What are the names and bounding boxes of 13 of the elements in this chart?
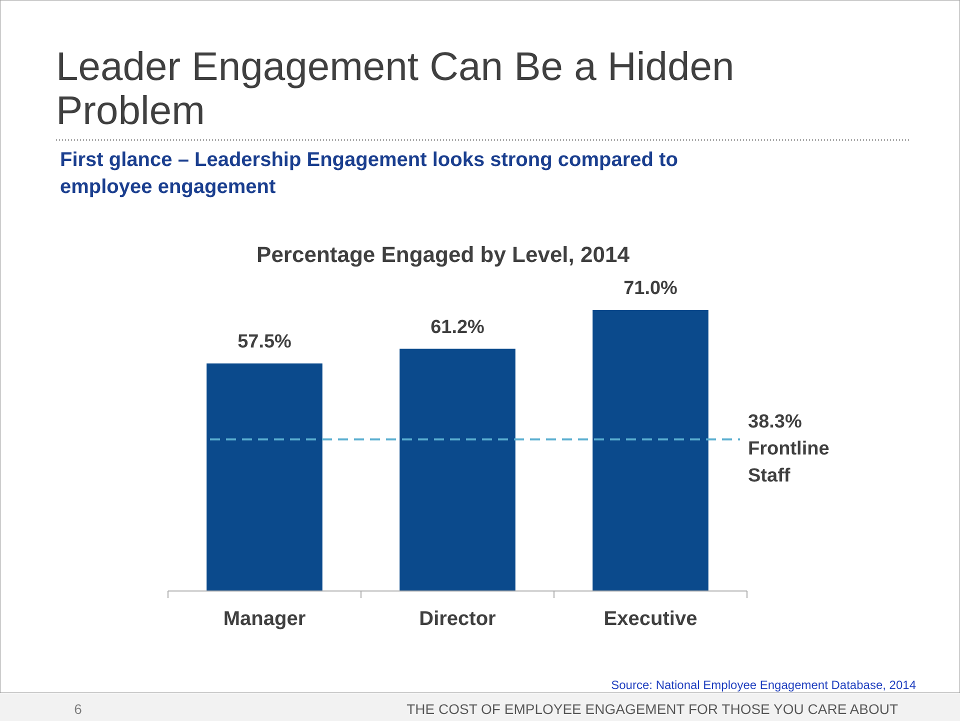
source-note: Source: National Employee Engagement Database, 2014 bbox=[611, 678, 916, 692]
x-tick-label: Manager bbox=[223, 608, 306, 630]
data-label: 61.2% bbox=[430, 316, 485, 338]
chart-subtitle: First glance – Leadership Engagement looks strong compared to employee engagement bbox=[60, 149, 678, 198]
ref-line-label: 38.3% Frontline Staff bbox=[748, 411, 830, 486]
chart-title: Leader Engagement Can Be a Hidden Problem bbox=[56, 45, 734, 133]
x-tick-label: Executive bbox=[604, 608, 698, 630]
text: THE COST OF EMPLOYEE ENGAGEMENT FOR THOSE YOU CARE ABOUT bbox=[406, 701, 898, 717]
x-axis-title: Percentage Engaged by Level, 2014 bbox=[256, 242, 630, 267]
data-label: 71.0% bbox=[624, 278, 678, 299]
x-tick-label: Director bbox=[419, 608, 496, 630]
data-label: 57.5% bbox=[238, 331, 292, 352]
text: 6 bbox=[74, 701, 82, 717]
